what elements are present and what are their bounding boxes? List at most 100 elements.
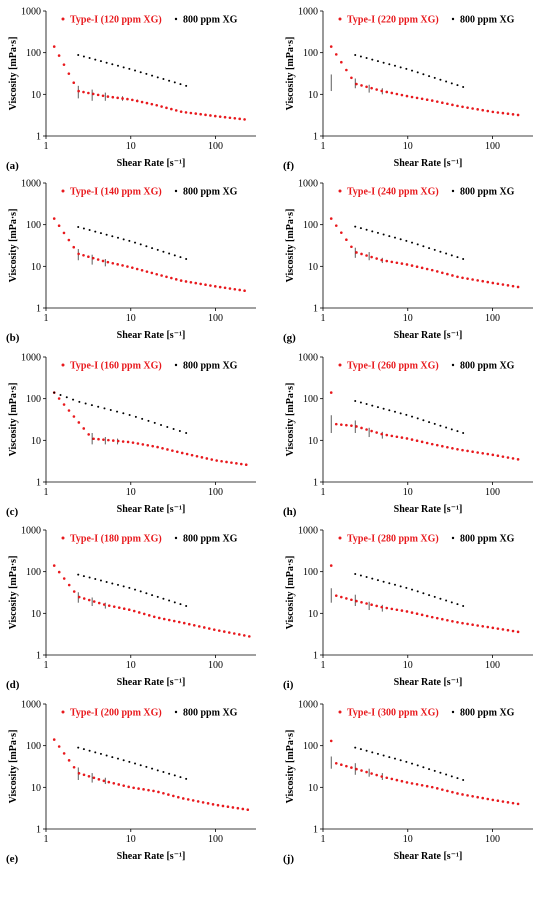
data-point-800ppm bbox=[359, 55, 362, 58]
data-point-type1 bbox=[82, 254, 85, 257]
data-point-type1 bbox=[390, 91, 394, 95]
y-tick-label: 1000 bbox=[21, 353, 41, 364]
data-point-type1 bbox=[62, 63, 66, 66]
data-point-type1 bbox=[170, 107, 173, 111]
data-point-type1 bbox=[204, 113, 207, 117]
data-point-800ppm bbox=[456, 603, 459, 606]
legend-label-type1: Type-I (160 ppm XG) bbox=[70, 361, 162, 372]
data-point-type1 bbox=[233, 287, 237, 291]
data-point-type1 bbox=[52, 564, 56, 567]
y-axis-title: Viscosity [mPa·s] bbox=[8, 383, 19, 457]
data-point-type1 bbox=[150, 271, 154, 275]
data-point-type1 bbox=[471, 450, 474, 454]
data-point-800ppm bbox=[393, 583, 396, 586]
data-point-type1 bbox=[395, 435, 399, 439]
data-point-type1 bbox=[481, 451, 485, 455]
y-axis-title: Viscosity [mPa·s] bbox=[8, 37, 19, 111]
data-point-type1 bbox=[446, 102, 449, 106]
chart-panel: 1 10 100 1000 1 10 100 Shear Rate [s⁻¹] Viscosit… bbox=[6, 353, 256, 518]
data-point-type1 bbox=[375, 257, 378, 260]
data-point-type1 bbox=[415, 96, 419, 100]
data-point-type1 bbox=[146, 443, 150, 447]
y-tick-label: 100 bbox=[26, 741, 41, 752]
data-point-type1 bbox=[239, 462, 243, 466]
data-point-type1 bbox=[491, 626, 495, 630]
data-point-type1 bbox=[228, 287, 232, 290]
data-point-type1 bbox=[72, 765, 76, 769]
data-point-type1 bbox=[155, 272, 159, 276]
data-point-type1 bbox=[345, 68, 348, 72]
panel-label: (f) bbox=[283, 160, 294, 172]
data-point-800ppm bbox=[411, 69, 414, 72]
data-point-type1 bbox=[476, 108, 479, 111]
data-point-type1 bbox=[209, 114, 212, 117]
data-point-800ppm bbox=[382, 580, 385, 583]
data-point-type1 bbox=[246, 808, 250, 812]
legend-label-800ppm: 800 ppm XG bbox=[183, 15, 238, 26]
x-axis-title: Shear Rate [s⁻¹] bbox=[394, 677, 463, 688]
x-tick-label: 100 bbox=[208, 487, 223, 498]
legend-label-800ppm: 800 ppm XG bbox=[460, 187, 515, 198]
data-point-type1 bbox=[430, 785, 434, 789]
data-point-type1 bbox=[481, 796, 485, 800]
data-point-type1 bbox=[400, 609, 404, 612]
y-tick-label: 10 bbox=[308, 262, 318, 273]
data-point-800ppm bbox=[105, 61, 108, 64]
data-point-type1 bbox=[167, 793, 170, 796]
data-point-800ppm bbox=[388, 409, 391, 412]
data-point-type1 bbox=[395, 92, 399, 96]
data-point-type1 bbox=[471, 794, 474, 798]
data-point-type1 bbox=[97, 778, 101, 781]
x-tick-label: 1 bbox=[44, 313, 49, 324]
data-point-type1 bbox=[380, 258, 384, 262]
data-point-type1 bbox=[430, 442, 434, 446]
legend-marker-type1 bbox=[61, 536, 65, 540]
data-point-800ppm bbox=[94, 578, 97, 581]
data-point-type1 bbox=[126, 440, 130, 444]
data-point-800ppm bbox=[399, 412, 402, 415]
data-point-800ppm bbox=[82, 227, 85, 230]
data-point-type1 bbox=[355, 425, 358, 428]
data-point-800ppm bbox=[185, 258, 188, 260]
data-point-type1 bbox=[486, 280, 490, 284]
data-point-type1 bbox=[425, 784, 429, 788]
data-point-800ppm bbox=[376, 752, 379, 755]
data-point-800ppm bbox=[128, 239, 131, 242]
data-point-type1 bbox=[375, 773, 378, 777]
data-point-type1 bbox=[491, 281, 495, 285]
data-point-800ppm bbox=[156, 76, 159, 79]
data-point-800ppm bbox=[99, 232, 102, 235]
data-point-type1 bbox=[451, 790, 454, 794]
data-point-type1 bbox=[476, 451, 479, 454]
data-point-type1 bbox=[360, 426, 363, 430]
data-point-type1 bbox=[160, 105, 163, 108]
legend-marker-type1 bbox=[338, 710, 342, 714]
data-point-type1 bbox=[441, 788, 444, 791]
x-tick-label: 1 bbox=[44, 487, 49, 498]
data-point-type1 bbox=[241, 807, 245, 811]
data-point-type1 bbox=[385, 433, 389, 437]
panel-label: (h) bbox=[283, 506, 297, 518]
data-point-800ppm bbox=[411, 415, 414, 418]
data-point-800ppm bbox=[462, 86, 465, 88]
data-point-800ppm bbox=[422, 766, 425, 769]
data-point-800ppm bbox=[462, 258, 465, 260]
data-point-type1 bbox=[111, 95, 115, 99]
data-point-type1 bbox=[451, 446, 454, 450]
data-point-type1 bbox=[180, 451, 184, 455]
data-point-type1 bbox=[486, 625, 490, 629]
data-point-type1 bbox=[186, 798, 190, 801]
data-point-type1 bbox=[400, 93, 404, 97]
data-point-800ppm bbox=[354, 399, 357, 402]
data-point-type1 bbox=[160, 274, 163, 277]
data-point-type1 bbox=[400, 262, 404, 265]
data-point-800ppm bbox=[65, 396, 68, 399]
data-point-type1 bbox=[82, 773, 86, 777]
data-point-type1 bbox=[82, 90, 85, 94]
data-point-type1 bbox=[456, 448, 459, 451]
data-point-type1 bbox=[213, 114, 217, 118]
data-point-type1 bbox=[435, 787, 439, 790]
data-point-type1 bbox=[185, 452, 189, 456]
data-point-800ppm bbox=[122, 66, 125, 69]
data-point-type1 bbox=[216, 803, 220, 807]
